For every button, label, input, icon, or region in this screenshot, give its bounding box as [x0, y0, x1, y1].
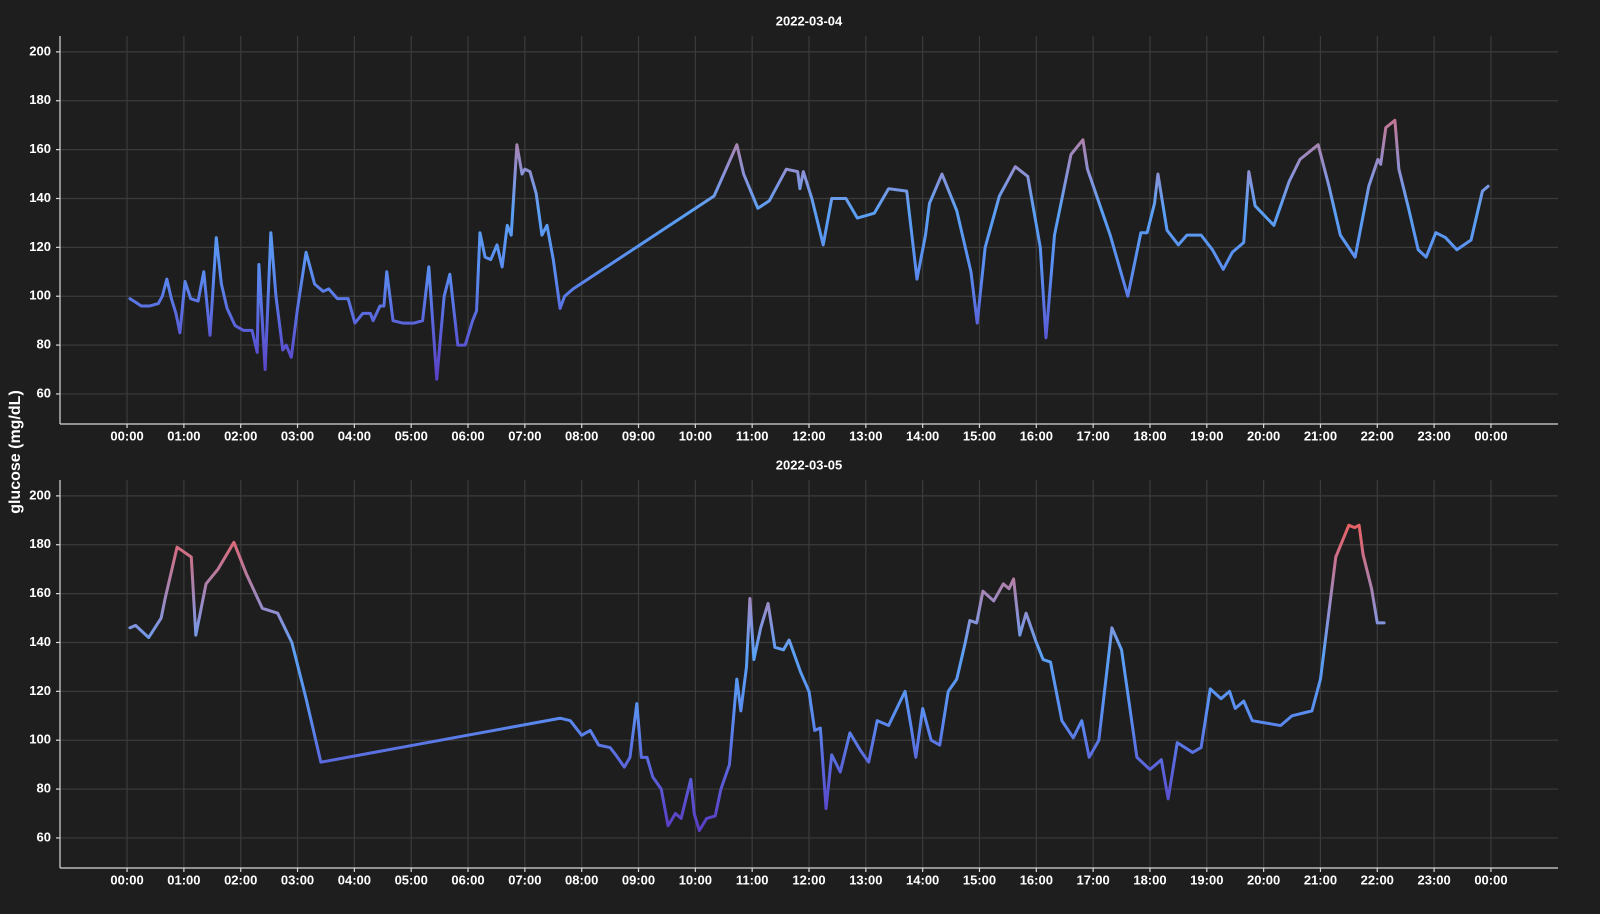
x-tick-label: 17:00 [1077, 872, 1110, 887]
x-tick-label: 19:00 [1190, 872, 1223, 887]
y-tick-label: 120 [29, 683, 51, 698]
x-tick-label: 23:00 [1417, 872, 1450, 887]
x-tick-label: 18:00 [1133, 428, 1166, 443]
x-tick-label: 04:00 [338, 872, 371, 887]
x-tick-label: 11:00 [736, 428, 769, 443]
x-tick-label: 04:00 [338, 428, 371, 443]
chart-title: 2022-03-04 [776, 13, 843, 28]
x-tick-label: 08:00 [565, 428, 598, 443]
y-tick-label: 180 [29, 92, 51, 107]
x-tick-label: 09:00 [622, 872, 655, 887]
x-tick-label: 23:00 [1417, 428, 1450, 443]
y-tick-label: 160 [29, 141, 51, 156]
y-tick-label: 60 [37, 385, 51, 400]
x-tick-label: 01:00 [167, 428, 200, 443]
x-tick-label: 07:00 [508, 872, 541, 887]
y-tick-label: 140 [29, 190, 51, 205]
x-tick-label: 05:00 [395, 428, 428, 443]
x-tick-label: 19:00 [1190, 428, 1223, 443]
y-tick-label: 80 [37, 337, 51, 352]
y-tick-label: 80 [37, 781, 51, 796]
glucose-line [128, 118, 1490, 381]
x-tick-label: 22:00 [1361, 428, 1394, 443]
x-tick-label: 10:00 [679, 428, 712, 443]
x-tick-label: 21:00 [1304, 428, 1337, 443]
y-tick-label: 100 [29, 732, 51, 747]
x-tick-label: 09:00 [622, 428, 655, 443]
x-tick-label: 13:00 [849, 428, 882, 443]
x-tick-label: 00:00 [110, 872, 143, 887]
x-tick-label: 14:00 [906, 872, 939, 887]
y-tick-label: 160 [29, 585, 51, 600]
x-tick-label: 17:00 [1077, 428, 1110, 443]
x-tick-label: 15:00 [963, 872, 996, 887]
x-tick-label: 11:00 [736, 872, 769, 887]
x-tick-label: 15:00 [963, 428, 996, 443]
x-tick-label: 02:00 [224, 872, 257, 887]
x-tick-label: 06:00 [451, 872, 484, 887]
y-tick-label: 180 [29, 536, 51, 551]
x-tick-label: 16:00 [1020, 428, 1053, 443]
x-tick-label: 16:00 [1020, 872, 1053, 887]
x-tick-label: 06:00 [451, 428, 484, 443]
x-tick-label: 12:00 [792, 872, 825, 887]
x-tick-label: 02:00 [224, 428, 257, 443]
x-tick-label: 13:00 [849, 872, 882, 887]
x-tick-label: 10:00 [679, 872, 712, 887]
glucose-line [128, 523, 1386, 833]
y-tick-label: 200 [29, 43, 51, 58]
x-tick-label: 18:00 [1133, 872, 1166, 887]
x-tick-label: 03:00 [281, 428, 314, 443]
chart-title: 2022-03-05 [776, 457, 843, 472]
x-tick-label: 21:00 [1304, 872, 1337, 887]
x-tick-label: 08:00 [565, 872, 598, 887]
y-tick-label: 140 [29, 634, 51, 649]
x-tick-label: 12:00 [792, 428, 825, 443]
x-tick-label: 20:00 [1247, 872, 1280, 887]
x-tick-label: 22:00 [1361, 872, 1394, 887]
x-tick-label: 00:00 [1474, 872, 1507, 887]
x-tick-label: 14:00 [906, 428, 939, 443]
x-tick-label: 07:00 [508, 428, 541, 443]
y-tick-label: 120 [29, 239, 51, 254]
y-tick-label: 100 [29, 288, 51, 303]
x-tick-label: 03:00 [281, 872, 314, 887]
x-tick-label: 20:00 [1247, 428, 1280, 443]
x-tick-label: 00:00 [1474, 428, 1507, 443]
y-tick-label: 60 [37, 829, 51, 844]
x-tick-label: 00:00 [110, 428, 143, 443]
x-tick-label: 05:00 [395, 872, 428, 887]
y-axis-label: glucose (mg/dL) [7, 390, 24, 514]
x-tick-label: 01:00 [167, 872, 200, 887]
y-tick-label: 200 [29, 487, 51, 502]
